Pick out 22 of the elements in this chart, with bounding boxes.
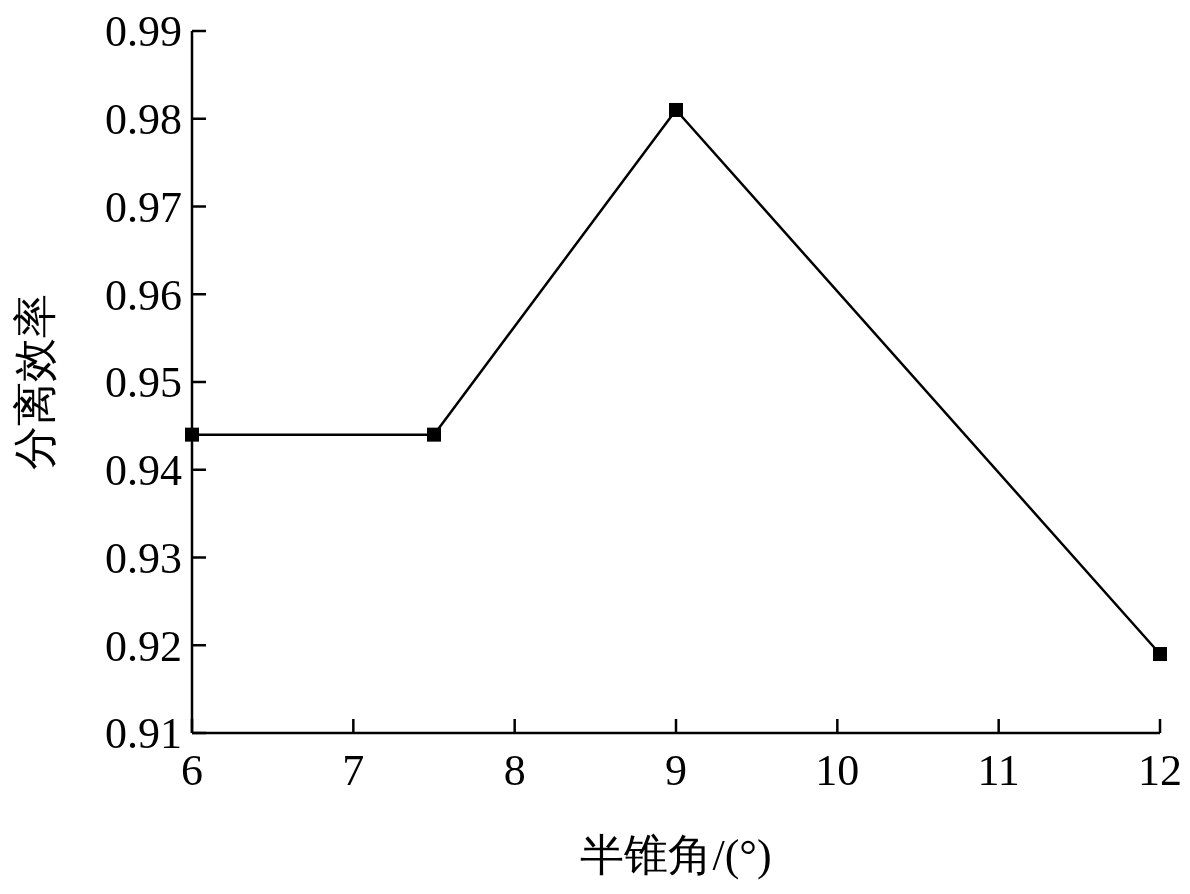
y-tick-label: 0.94 [105,446,182,496]
x-tick-label: 7 [342,746,365,795]
x-axis-title: 半锥角/(°) [580,831,772,880]
y-tick-label: 0.91 [105,709,182,759]
y-tick-label: 0.95 [105,358,182,408]
y-tick-label: 0.97 [105,182,182,232]
y-tick-label: 0.96 [105,270,182,320]
x-tick-label: 8 [503,746,526,795]
x-tick-label: 11 [977,746,1020,795]
x-tick-label: 9 [665,746,687,795]
x-tick-label: 6 [181,746,203,795]
point [1153,647,1167,662]
y-tick-label: 0.99 [105,7,182,57]
point [185,427,199,442]
x-tick-label: 12 [1138,746,1182,795]
point [669,102,683,117]
y-tick-label: 0.92 [105,621,182,671]
y-axis-title: 分离效率 [11,294,60,470]
y-tick-label: 0.98 [105,95,182,145]
point [427,427,441,442]
y-tick-label: 0.93 [105,533,182,583]
x-tick-label: 10 [815,746,860,795]
